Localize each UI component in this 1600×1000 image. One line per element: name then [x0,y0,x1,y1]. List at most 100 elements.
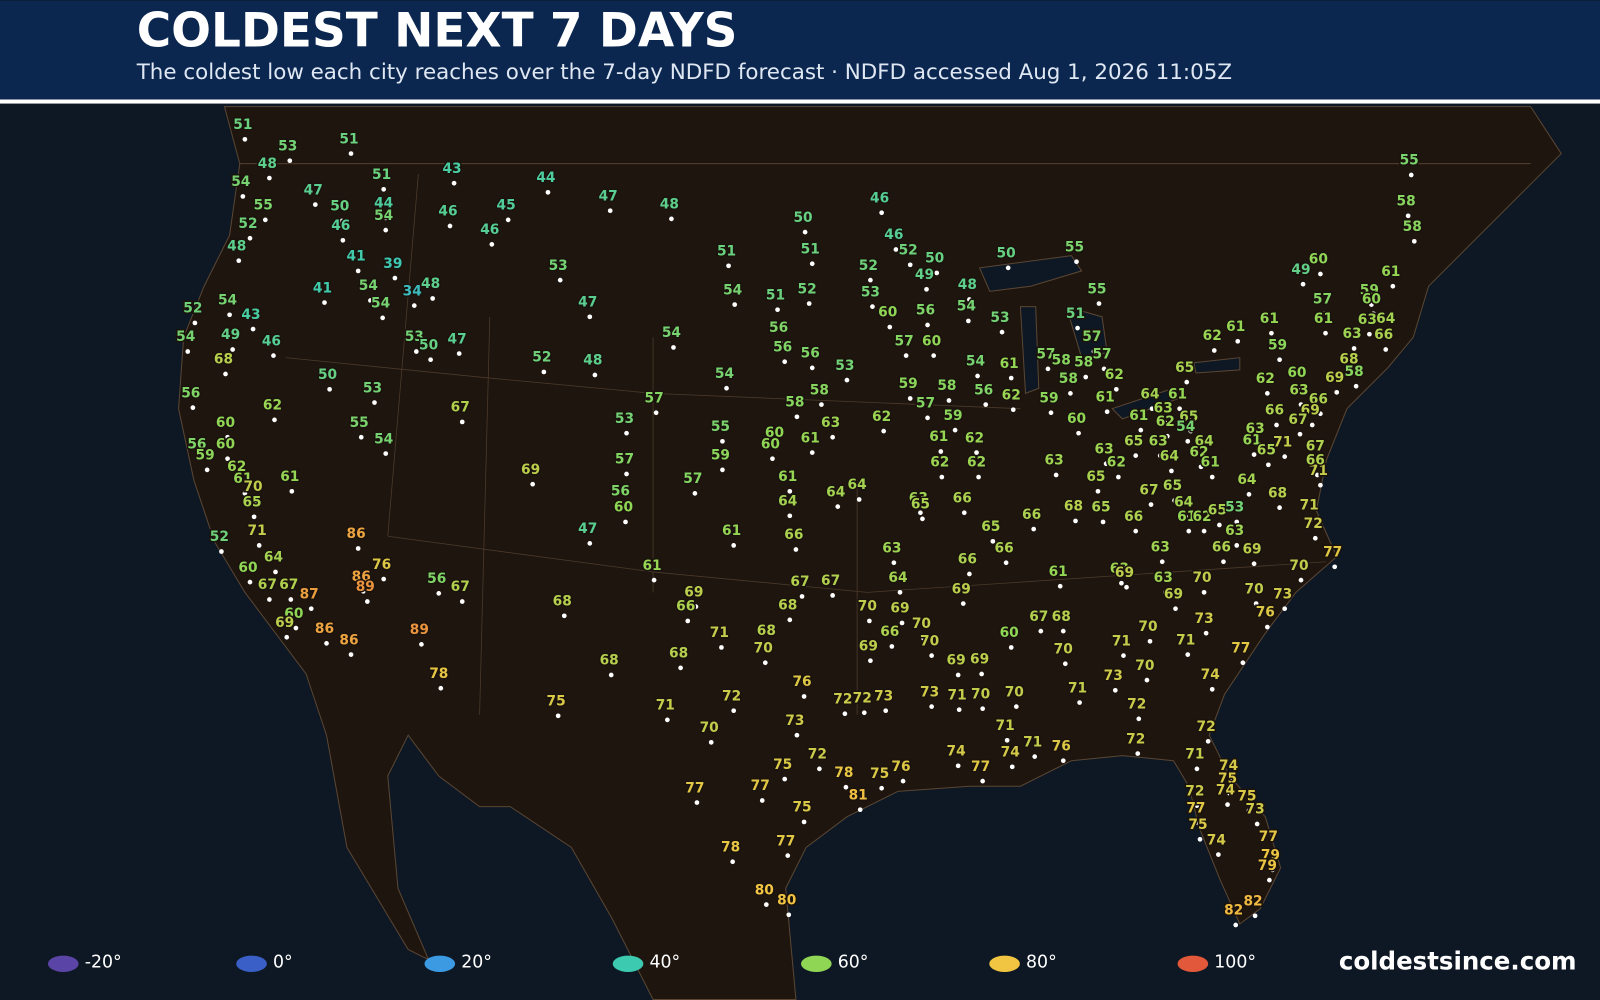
city-low: 48 [227,238,246,254]
city-low: 61 [1000,356,1019,372]
city-dot [1277,505,1282,511]
city-dot [899,620,905,626]
city-dot [759,798,765,803]
city-dot [1203,453,1209,458]
city-low: 75 [1188,817,1207,833]
header-rule [0,99,1600,104]
city-dot [1234,519,1240,525]
city-dot [561,613,567,619]
city-low: 59 [1268,337,1287,353]
city-low: 60 [1067,411,1086,427]
city-dot [1315,472,1320,478]
city-dot [999,329,1005,335]
city-low: 74 [947,744,966,760]
legend-label: 0° [273,953,293,973]
legend-label: 40° [649,953,680,973]
city-low: 57 [1092,347,1111,363]
city-low: 69 [275,615,294,631]
city-low: 64 [1174,495,1193,511]
legend-label: 60° [838,953,869,973]
city-dot [1104,409,1110,415]
city-low: 68 [214,352,233,368]
city-dot [1351,346,1357,351]
city-low: 65 [981,519,1000,535]
city-dot [931,353,937,358]
city-dot [608,672,614,678]
city-dot [1282,606,1288,612]
city-dot [1133,453,1139,458]
city-low: 69 [947,653,966,669]
city-dot [308,606,314,612]
city-low: 58 [810,382,829,398]
city-low: 56 [427,571,446,587]
city-dot [1353,383,1359,389]
city-low: 86 [315,621,334,637]
city-low: 71 [248,523,267,539]
city-dot [1383,347,1389,352]
city-dot [1265,624,1270,630]
state-line [387,173,858,715]
city-low: 63 [1225,523,1244,539]
city-low: 75 [547,694,566,710]
city-dot [793,547,799,552]
city-low: 60 [922,333,941,349]
legend-swatch [236,955,267,972]
city-dot [225,434,230,440]
city-dot [587,314,593,320]
city-dot [242,491,248,496]
city-low: 64 [778,494,797,510]
city-dot [1211,348,1217,353]
city-dot [1209,686,1215,692]
city-low: 61 [1242,432,1261,448]
city-dot [1201,590,1207,595]
city-low: 59 [196,448,215,464]
great-lakes [978,255,1241,420]
city-low: 58 [937,378,956,394]
city-dot [355,546,361,551]
city-dot [1203,630,1209,636]
city-dot [1235,338,1241,344]
city-dot [980,778,985,784]
city-dot [1173,606,1178,612]
city-dot [1221,559,1226,565]
city-low: 60 [1000,625,1019,641]
city-low: 54 [374,208,393,224]
city-dot [1048,410,1054,416]
city-dot [881,428,887,434]
city-dot [787,617,793,623]
city-low: 67 [790,574,809,590]
city-dot [1095,488,1101,494]
city-dot [1159,559,1165,565]
city-dot [785,853,791,858]
city-low: 67 [451,579,470,595]
city-low: 63 [1094,441,1113,457]
city-dot [289,488,295,494]
city-low: 67 [258,577,277,593]
city-dot [929,653,934,658]
city-dot [774,445,779,450]
city-low: 44 [374,196,393,212]
legend-swatch [801,955,832,972]
city-low: 77 [776,833,795,849]
city-low: 63 [1358,312,1377,328]
city-dot [1240,660,1246,666]
city-low: 59 [1039,390,1058,406]
city-dot [801,819,807,825]
city-dot [204,467,210,473]
city-low: 64 [826,484,845,500]
city-low: 63 [1154,401,1173,417]
city-low: 72 [1304,516,1323,532]
city-dot [966,318,971,324]
city-dot [1077,700,1082,705]
city-low: 60 [614,500,633,516]
city-low: 60 [284,606,303,622]
city-low: 50 [419,337,438,353]
city-low: 62 [1156,414,1175,430]
city-dot [348,151,354,156]
city-low: 54 [374,431,393,447]
city-dot [242,136,248,142]
city-dot [921,635,926,641]
city-low: 70 [1289,558,1308,574]
city-dot [459,599,465,604]
city-dot [1254,441,1260,446]
